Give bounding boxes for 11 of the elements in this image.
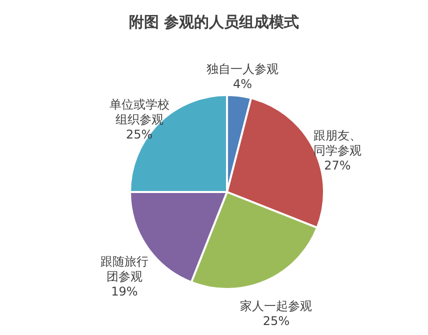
data-label: 25% (262, 314, 290, 328)
chart-title: 附图 参观的人员组成模式 (128, 13, 300, 31)
slice-label: 跟随旅行团参观 (100, 254, 148, 284)
slice-label: 跟朋友、同学参观 (313, 128, 362, 158)
data-label: 4% (233, 76, 252, 91)
slice-label: 单位或学校组织参观 (109, 97, 170, 126)
data-label: 25% (126, 127, 153, 142)
slice-label: 家人一起参观 (240, 298, 312, 313)
slice-label: 独自一人参观 (206, 62, 279, 76)
data-label: 19% (111, 284, 138, 299)
data-label: 27% (324, 158, 351, 173)
